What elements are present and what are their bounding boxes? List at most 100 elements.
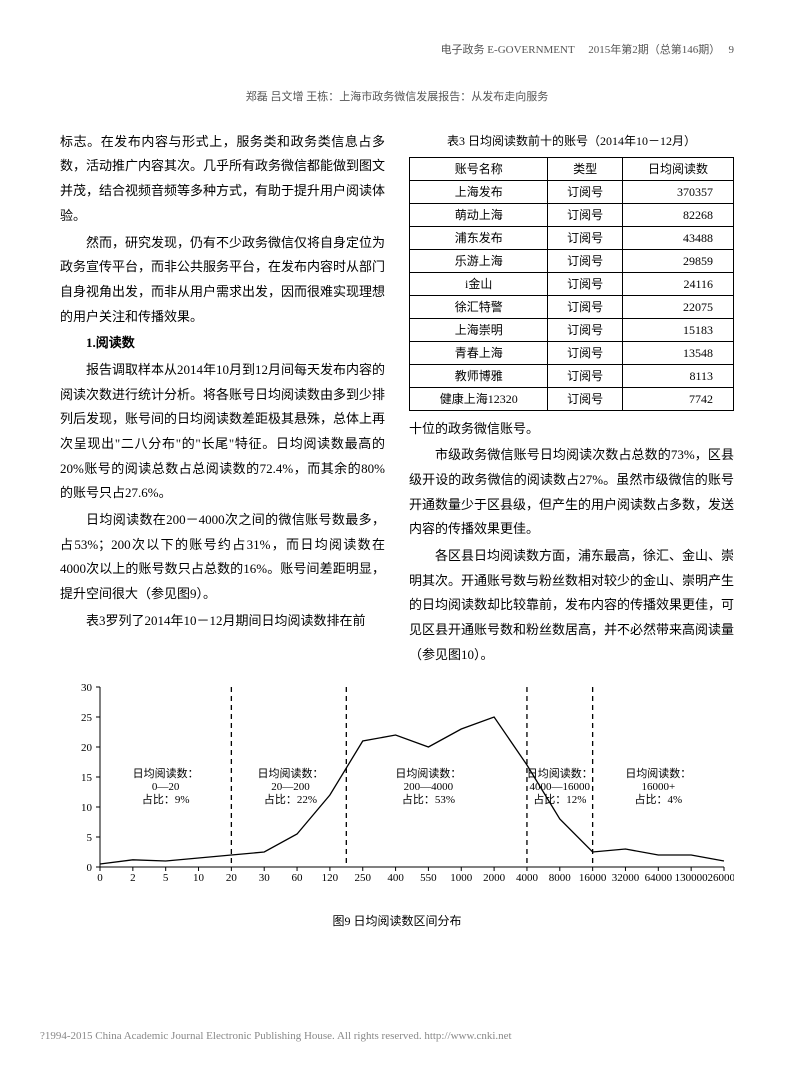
left-column: 标志。在发布内容与形式上，服务类和政务类信息占多数，活动推广内容其次。几乎所有政…	[60, 130, 385, 670]
table-cell: 订阅号	[548, 226, 623, 249]
distribution-chart: 0510152025300251020306012025040055010002…	[60, 677, 734, 932]
svg-text:260000: 260000	[708, 872, 735, 884]
svg-text:200—4000: 200—4000	[404, 781, 454, 793]
top10-table: 账号名称类型日均阅读数 上海发布订阅号370357萌动上海订阅号82268浦东发…	[409, 157, 734, 411]
table-cell: 订阅号	[548, 341, 623, 364]
table-cell: 健康上海12320	[410, 387, 548, 410]
svg-text:10: 10	[193, 872, 205, 884]
svg-text:占比：22%: 占比：22%	[264, 792, 317, 806]
paragraph: 日均阅读数在200－4000次之间的微信账号数最多，占53%；200次以下的账号…	[60, 508, 385, 607]
svg-text:64000: 64000	[645, 872, 673, 884]
table-cell: 订阅号	[548, 272, 623, 295]
issue-label: 2015年第2期（总第146期）	[588, 44, 715, 56]
svg-text:20: 20	[81, 742, 93, 754]
table-row: 教师博雅订阅号8113	[410, 364, 734, 387]
table-cell: 13548	[622, 341, 733, 364]
table-row: 青春上海订阅号13548	[410, 341, 734, 364]
table-cell: 上海发布	[410, 180, 548, 203]
table-row: 健康上海12320订阅号7742	[410, 387, 734, 410]
svg-text:15: 15	[81, 772, 93, 784]
paragraph: 表3罗列了2014年10－12月期间日均阅读数排在前	[60, 609, 385, 634]
paragraph: 然而，研究发现，仍有不少政务微信仅将自身定位为政务宣传平台，而非公共服务平台，在…	[60, 231, 385, 330]
svg-text:4000—16000: 4000—16000	[530, 781, 591, 793]
svg-text:130000: 130000	[675, 872, 709, 884]
svg-text:4000: 4000	[516, 872, 539, 884]
svg-text:占比：9%: 占比：9%	[142, 792, 190, 806]
table-cell: 订阅号	[548, 364, 623, 387]
table-cell: 43488	[622, 226, 733, 249]
svg-text:占比：4%: 占比：4%	[634, 792, 682, 806]
right-column: 表3 日均阅读数前十的账号（2014年10－12月） 账号名称类型日均阅读数 上…	[409, 130, 734, 670]
table-cell: 7742	[622, 387, 733, 410]
table-row: 上海崇明订阅号15183	[410, 318, 734, 341]
svg-text:16000: 16000	[579, 872, 607, 884]
svg-text:0: 0	[97, 872, 103, 884]
chart-caption: 图9 日均阅读数区间分布	[60, 910, 734, 933]
table-header: 日均阅读数	[622, 157, 733, 180]
table-row: 乐游上海订阅号29859	[410, 249, 734, 272]
svg-text:0—20: 0—20	[152, 781, 180, 793]
paragraph: 市级政务微信账号日均阅读次数占总数的73%，区县级开设的政务微信的阅读数占27%…	[409, 443, 734, 542]
table-cell: 青春上海	[410, 341, 548, 364]
table-row: 上海发布订阅号370357	[410, 180, 734, 203]
two-column-body: 标志。在发布内容与形式上，服务类和政务类信息占多数，活动推广内容其次。几乎所有政…	[0, 130, 794, 670]
svg-text:占比：12%: 占比：12%	[533, 792, 586, 806]
table-cell: 订阅号	[548, 318, 623, 341]
table-cell: 29859	[622, 249, 733, 272]
svg-text:日均阅读数：: 日均阅读数：	[625, 766, 691, 780]
svg-text:0: 0	[87, 862, 93, 874]
svg-text:30: 30	[259, 872, 271, 884]
table-header: 类型	[548, 157, 623, 180]
svg-text:日均阅读数：: 日均阅读数：	[395, 766, 461, 780]
table-row: 浦东发布订阅号43488	[410, 226, 734, 249]
paragraph: 十位的政务微信账号。	[409, 417, 734, 442]
page-footer: ?1994-2015 China Academic Journal Electr…	[40, 1026, 512, 1047]
table-row: 徐汇特警订阅号22075	[410, 295, 734, 318]
paragraph: 各区县日均阅读数方面，浦东最高，徐汇、金山、崇明其次。开通账号数与粉丝数相对较少…	[409, 544, 734, 667]
table-caption: 表3 日均阅读数前十的账号（2014年10－12月）	[409, 130, 734, 153]
svg-text:5: 5	[163, 872, 169, 884]
table-cell: i金山	[410, 272, 548, 295]
table-cell: 上海崇明	[410, 318, 548, 341]
table-cell: 82268	[622, 203, 733, 226]
svg-text:120: 120	[322, 872, 339, 884]
svg-text:550: 550	[420, 872, 437, 884]
svg-text:日均阅读数：: 日均阅读数：	[527, 766, 593, 780]
table-cell: 教师博雅	[410, 364, 548, 387]
table-cell: 订阅号	[548, 203, 623, 226]
svg-text:占比：53%: 占比：53%	[402, 792, 455, 806]
svg-text:400: 400	[387, 872, 404, 884]
svg-text:日均阅读数：: 日均阅读数：	[133, 766, 199, 780]
svg-text:20: 20	[226, 872, 238, 884]
table-cell: 订阅号	[548, 249, 623, 272]
table-cell: 订阅号	[548, 387, 623, 410]
article-title-line: 郑磊 吕文增 王栋：上海市政务微信发展报告：从发布走向服务	[0, 69, 794, 130]
table-cell: 8113	[622, 364, 733, 387]
table-row: 萌动上海订阅号82268	[410, 203, 734, 226]
svg-text:日均阅读数：: 日均阅读数：	[257, 766, 323, 780]
svg-text:25: 25	[81, 712, 93, 724]
table-cell: 370357	[622, 180, 733, 203]
paragraph: 标志。在发布内容与形式上，服务类和政务类信息占多数，活动推广内容其次。几乎所有政…	[60, 130, 385, 229]
svg-text:2000: 2000	[483, 872, 506, 884]
table-cell: 订阅号	[548, 180, 623, 203]
svg-text:250: 250	[354, 872, 371, 884]
table-cell: 订阅号	[548, 295, 623, 318]
svg-text:32000: 32000	[612, 872, 640, 884]
svg-text:8000: 8000	[549, 872, 572, 884]
table-cell: 15183	[622, 318, 733, 341]
svg-text:20—200: 20—200	[271, 781, 310, 793]
journal-name: 电子政务 E-GOVERNMENT	[441, 44, 575, 56]
paragraph: 报告调取样本从2014年10月到12月间每天发布内容的阅读次数进行统计分析。将各…	[60, 358, 385, 506]
svg-text:30: 30	[81, 682, 93, 694]
page-header: 电子政务 E-GOVERNMENT 2015年第2期（总第146期） 9	[0, 0, 794, 69]
table-row: i金山订阅号24116	[410, 272, 734, 295]
svg-text:2: 2	[130, 872, 136, 884]
table-cell: 24116	[622, 272, 733, 295]
svg-text:16000+: 16000+	[641, 781, 675, 793]
table-cell: 乐游上海	[410, 249, 548, 272]
table-cell: 浦东发布	[410, 226, 548, 249]
table-header: 账号名称	[410, 157, 548, 180]
svg-text:60: 60	[292, 872, 304, 884]
section-heading: 1.阅读数	[60, 331, 385, 356]
